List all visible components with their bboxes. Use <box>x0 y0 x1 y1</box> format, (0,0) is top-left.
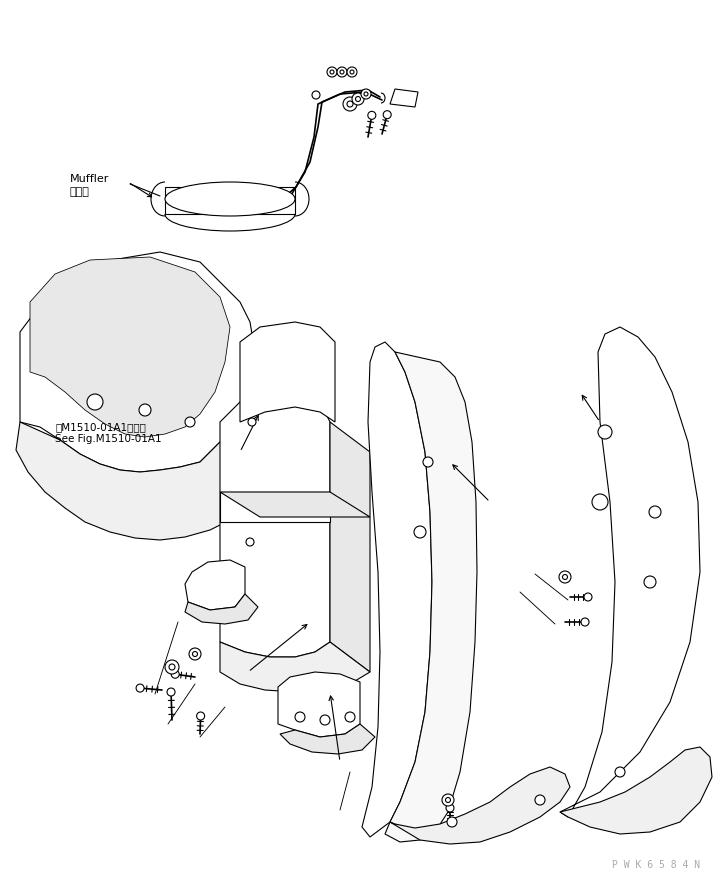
Circle shape <box>193 652 198 656</box>
Circle shape <box>649 506 661 518</box>
Circle shape <box>189 648 201 660</box>
Polygon shape <box>30 257 230 437</box>
Polygon shape <box>390 767 570 844</box>
Circle shape <box>447 817 457 827</box>
Polygon shape <box>362 342 432 837</box>
Circle shape <box>197 712 205 720</box>
Circle shape <box>320 715 330 725</box>
Polygon shape <box>560 327 700 817</box>
Circle shape <box>246 538 254 546</box>
Polygon shape <box>330 422 370 672</box>
Circle shape <box>598 425 612 439</box>
Circle shape <box>248 418 256 426</box>
Circle shape <box>136 684 144 692</box>
Circle shape <box>185 417 195 427</box>
Polygon shape <box>165 187 295 214</box>
Circle shape <box>615 767 625 777</box>
Circle shape <box>167 688 175 696</box>
Polygon shape <box>240 322 335 422</box>
Circle shape <box>345 712 355 722</box>
Circle shape <box>581 618 589 626</box>
Polygon shape <box>220 642 370 692</box>
Circle shape <box>445 797 450 803</box>
Circle shape <box>327 67 337 77</box>
Circle shape <box>312 91 320 99</box>
Circle shape <box>340 70 344 74</box>
Circle shape <box>139 404 151 416</box>
Ellipse shape <box>165 182 295 216</box>
Circle shape <box>446 804 454 812</box>
Circle shape <box>171 670 180 678</box>
Circle shape <box>559 571 571 583</box>
Circle shape <box>423 457 433 467</box>
Circle shape <box>330 70 334 74</box>
Circle shape <box>383 110 391 119</box>
Circle shape <box>361 89 371 99</box>
Text: See Fig.M1510-01A1: See Fig.M1510-01A1 <box>55 434 161 444</box>
Circle shape <box>563 574 568 579</box>
Text: P W K 6 5 8 4 N: P W K 6 5 8 4 N <box>612 860 700 870</box>
Circle shape <box>414 526 426 538</box>
Polygon shape <box>185 560 245 610</box>
Circle shape <box>347 101 353 107</box>
Circle shape <box>584 593 592 601</box>
Circle shape <box>337 67 347 77</box>
Circle shape <box>352 93 364 105</box>
Circle shape <box>87 394 103 410</box>
Circle shape <box>364 92 368 96</box>
Circle shape <box>442 794 454 806</box>
Polygon shape <box>278 672 360 737</box>
Circle shape <box>295 712 305 722</box>
Polygon shape <box>390 89 418 107</box>
Polygon shape <box>220 492 330 522</box>
Polygon shape <box>280 724 375 754</box>
Polygon shape <box>220 392 330 657</box>
Circle shape <box>644 576 656 588</box>
Polygon shape <box>220 492 370 517</box>
Text: 第M1510-01A1図参照: 第M1510-01A1図参照 <box>55 422 146 432</box>
Polygon shape <box>185 594 258 624</box>
Polygon shape <box>16 412 290 540</box>
Circle shape <box>592 494 608 510</box>
Circle shape <box>165 660 179 674</box>
Text: Muffler: Muffler <box>70 174 109 184</box>
Circle shape <box>535 795 545 805</box>
Circle shape <box>350 70 354 74</box>
Polygon shape <box>385 352 477 842</box>
Polygon shape <box>20 252 255 472</box>
Text: マフラ: マフラ <box>70 187 90 197</box>
Circle shape <box>347 67 357 77</box>
Circle shape <box>343 97 357 111</box>
Polygon shape <box>560 747 712 834</box>
Circle shape <box>355 96 361 101</box>
Circle shape <box>368 111 376 119</box>
Circle shape <box>169 664 175 670</box>
